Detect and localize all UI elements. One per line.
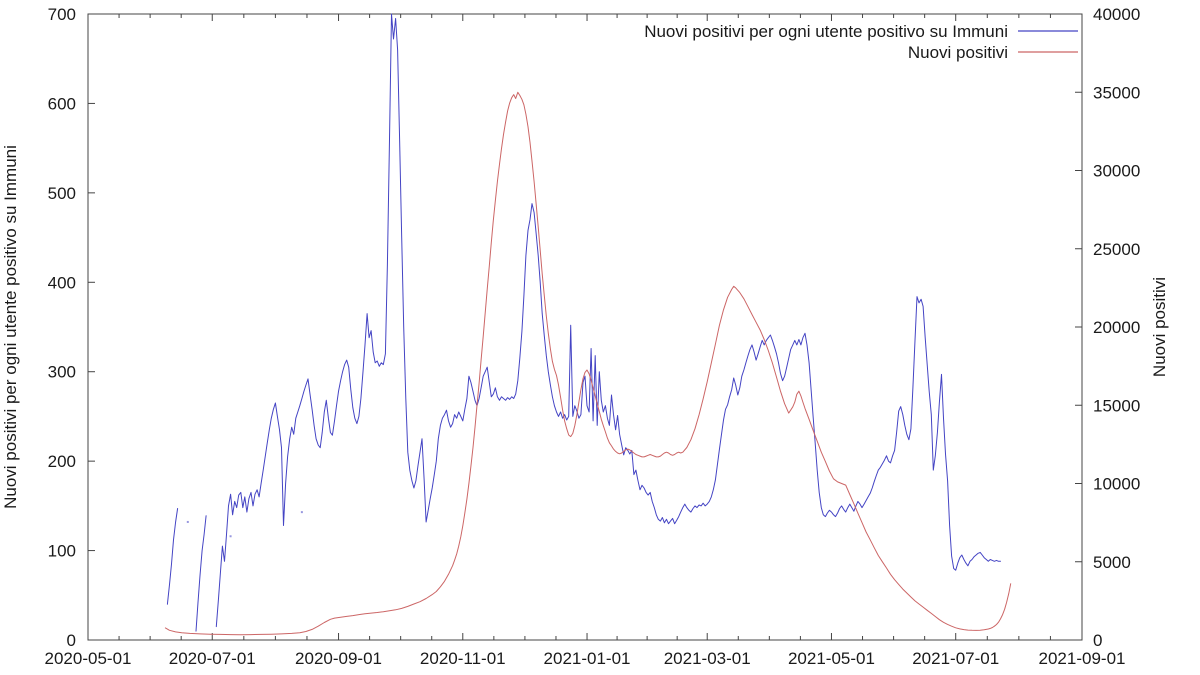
axes-group: 2020-05-01 2020-07-01 2020-09-01 2020-11-01… — [45, 5, 1141, 668]
y-right-tick-label: 0 — [1093, 631, 1102, 650]
x-tick-label: 2021-01-01 — [544, 649, 631, 668]
legend-label-nuovi-positivi: Nuovi positivi — [908, 43, 1008, 62]
y-right-tick-label: 15000 — [1093, 396, 1140, 415]
y-left-tick-label: 600 — [48, 94, 76, 113]
x-tick-label: 2021-07-01 — [912, 649, 999, 668]
series-line-nuovi-positivi-per-ogni-utente-positivo-su-immuni — [195, 515, 207, 632]
y-left-tick-label: 100 — [48, 542, 76, 561]
y-right-tick-label: 10000 — [1093, 475, 1140, 494]
x-tick-label: 2021-05-01 — [788, 649, 875, 668]
y-left-tick-label: 700 — [48, 5, 76, 24]
y-right-tick-label: 40000 — [1093, 5, 1140, 24]
y-right-tick-label: 5000 — [1093, 553, 1131, 572]
y-right-tick-label: 30000 — [1093, 162, 1140, 181]
plot-border — [87, 13, 1083, 641]
y-left-tick-label: 400 — [48, 273, 76, 292]
series-stray-point-nuovi-positivi-per-ogni-utente-positivo-su-immuni — [229, 535, 232, 538]
x-tick-label: 2021-09-01 — [1039, 649, 1126, 668]
x-tick-label: 2020-09-01 — [295, 649, 382, 668]
y-left-tick-label: 300 — [48, 363, 76, 382]
y-right-axis-title: Nuovi positivi — [1150, 277, 1169, 377]
series-stray-point-nuovi-positivi-per-ogni-utente-positivo-su-immuni — [300, 511, 303, 514]
legend-label-immuni: Nuovi positivi per ogni utente positivo … — [644, 22, 1008, 41]
x-tick-label: 2020-11-01 — [420, 649, 506, 668]
y-right-tick-label: 25000 — [1093, 240, 1140, 259]
y-left-axis-title: Nuovi positivi per ogni utente positivo … — [1, 145, 20, 509]
y-left-tick-label: 500 — [48, 184, 76, 203]
x-tick-label: 2020-07-01 — [169, 649, 256, 668]
y-right-tick-label: 20000 — [1093, 318, 1140, 337]
y-right-tick-label: 35000 — [1093, 83, 1140, 102]
y-left-tick-label: 200 — [48, 452, 76, 471]
legend: Nuovi positivi per ogni utente positivo … — [644, 22, 1078, 62]
series-line-nuovi-positivi-per-ogni-utente-positivo-su-immuni — [166, 508, 179, 605]
series-line-nuovi-positivi-per-ogni-utente-positivo-su-immuni — [215, 13, 1001, 628]
x-tick-label: 2020-05-01 — [45, 649, 132, 668]
y-left-tick-label: 0 — [67, 631, 76, 650]
series-stray-point-nuovi-positivi-per-ogni-utente-positivo-su-immuni — [186, 520, 189, 523]
series-line-nuovi-positivi — [164, 91, 1012, 636]
x-tick-label: 2021-03-01 — [664, 649, 751, 668]
series-group — [164, 13, 1012, 636]
